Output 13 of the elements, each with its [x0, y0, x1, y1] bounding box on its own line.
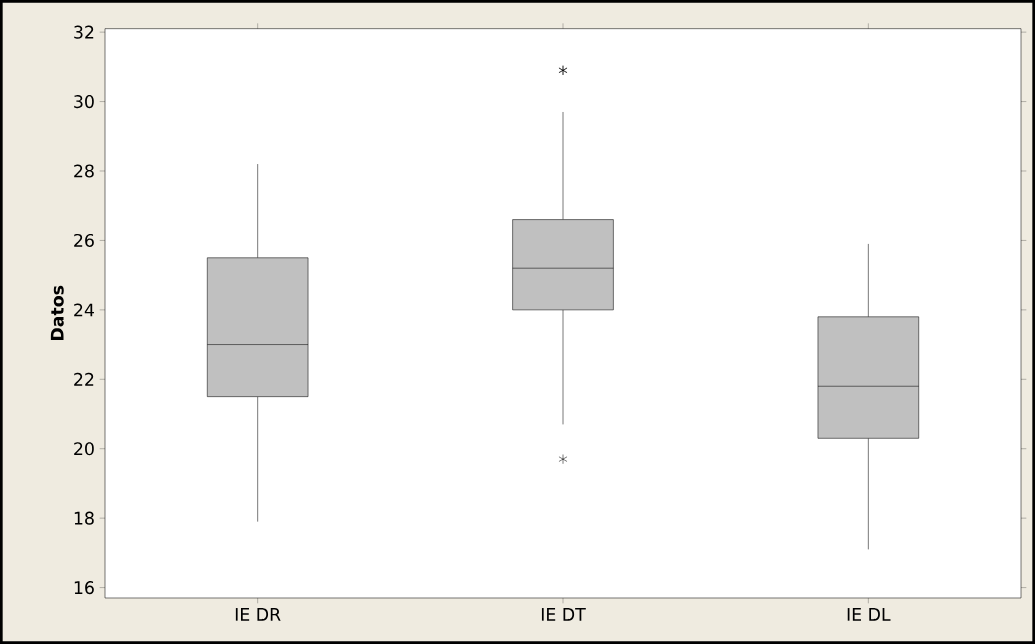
x-tick-label: IE DL [847, 608, 891, 621]
y-tick-label: 22 [74, 372, 94, 386]
y-tick-label: 28 [74, 164, 94, 178]
y-tick-label: 32 [74, 25, 94, 39]
x-tick-label: IE DT [541, 608, 586, 621]
x-tick-label: IE DR [235, 608, 281, 621]
y-tick-label: 26 [74, 233, 94, 247]
y-tick-label: 18 [74, 511, 94, 525]
y-axis-title: Datos [50, 285, 64, 341]
y-tick-label: 30 [74, 95, 94, 109]
y-tick-label: 24 [74, 303, 94, 317]
y-tick-label: 16 [74, 581, 94, 595]
y-tick-label: 20 [74, 442, 94, 456]
